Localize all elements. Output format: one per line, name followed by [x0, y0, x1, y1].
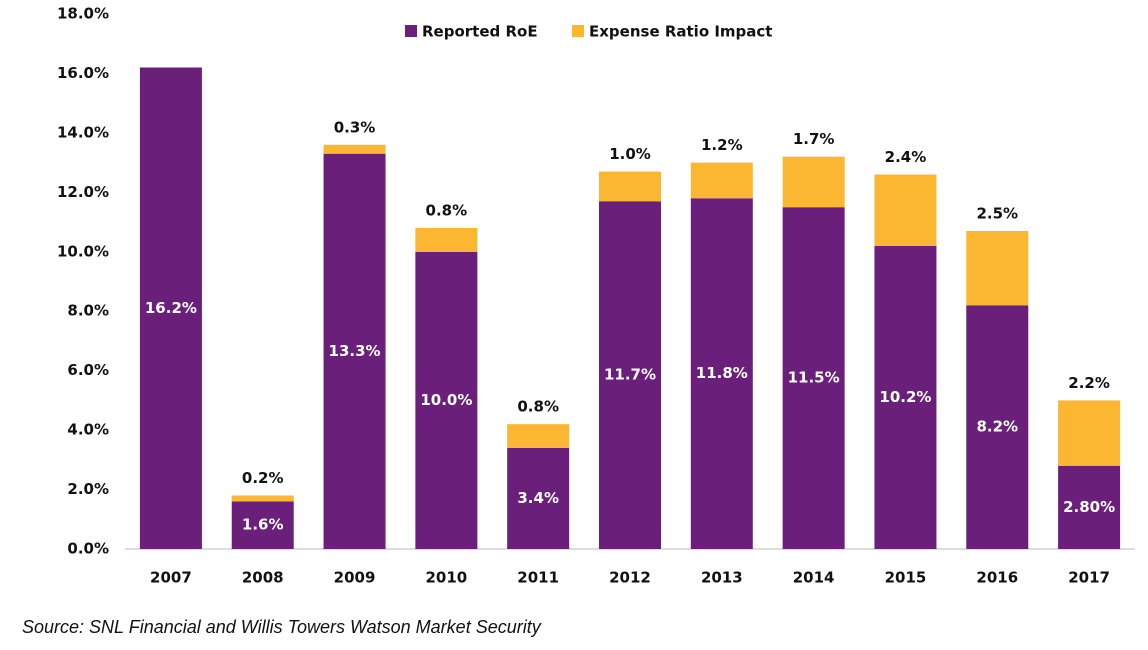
x-tick-label: 2007: [150, 569, 192, 587]
y-tick-label: 4.0%: [67, 421, 109, 439]
y-tick-label: 0.0%: [67, 540, 109, 558]
x-tick-label: 2008: [242, 569, 284, 587]
value-label: 2.5%: [976, 204, 1018, 222]
source-note: Source: SNL Financial and Willis Towers …: [22, 617, 542, 637]
value-label: 13.3%: [329, 342, 381, 360]
value-label: 11.5%: [788, 369, 840, 387]
value-label: 2.2%: [1068, 374, 1110, 392]
bar-segment: [231, 495, 294, 502]
value-label: 11.8%: [696, 364, 748, 382]
bar-segment: [599, 171, 661, 202]
bar-segment: [1058, 400, 1121, 466]
legend-label: Reported RoE: [422, 23, 538, 41]
value-label: 0.8%: [517, 398, 559, 416]
value-label: 0.8%: [426, 202, 468, 220]
value-label: 16.2%: [145, 299, 197, 317]
x-tick-label: 2012: [609, 569, 651, 587]
legend-swatch: [405, 25, 417, 37]
value-label: 1.7%: [793, 130, 835, 148]
bar-segment: [139, 67, 202, 549]
x-tick-label: 2013: [701, 569, 743, 587]
x-tick-label: 2009: [334, 569, 376, 587]
bar-segment: [415, 228, 478, 252]
value-label: 2.80%: [1063, 498, 1115, 516]
x-tick-label: 2014: [793, 569, 835, 587]
bar-segment: [507, 447, 570, 549]
bar-segment: [231, 501, 294, 549]
value-label: 2.4%: [885, 148, 927, 166]
bar-segment: [782, 156, 845, 208]
x-tick-label: 2017: [1068, 569, 1110, 587]
value-label: 8.2%: [976, 418, 1018, 436]
y-tick-label: 6.0%: [67, 361, 109, 379]
value-label: 1.6%: [242, 516, 284, 534]
bar-segment: [874, 245, 937, 550]
legend-label: Expense Ratio Impact: [589, 23, 772, 41]
y-tick-label: 8.0%: [67, 302, 109, 320]
value-label: 3.4%: [517, 489, 559, 507]
x-tick-label: 2011: [517, 569, 559, 587]
bar-segment: [1058, 465, 1121, 549]
y-tick-label: 12.0%: [57, 183, 109, 201]
y-tick-label: 18.0%: [57, 5, 109, 23]
bar-segment: [507, 424, 570, 448]
legend-swatch: [572, 25, 584, 37]
y-tick-label: 14.0%: [57, 123, 109, 141]
value-label: 1.2%: [701, 136, 743, 154]
bar-segment: [966, 230, 1029, 306]
bar-segment: [690, 198, 753, 549]
bar-segment: [690, 162, 753, 199]
bar-segment: [323, 144, 386, 154]
y-tick-label: 16.0%: [57, 64, 109, 82]
y-tick-label: 10.0%: [57, 242, 109, 260]
x-tick-label: 2016: [976, 569, 1018, 587]
bar-segment: [782, 207, 845, 549]
bar-segment: [599, 201, 661, 549]
bar-segment: [874, 174, 937, 246]
value-label: 0.2%: [242, 469, 284, 487]
value-label: 0.3%: [334, 118, 376, 136]
bar-segment: [415, 251, 478, 549]
value-label: 10.2%: [879, 388, 931, 406]
bar-segment: [323, 153, 386, 549]
value-label: 11.7%: [604, 366, 656, 384]
bar-segment: [966, 305, 1029, 549]
value-label: 1.0%: [609, 145, 651, 163]
x-tick-label: 2015: [885, 569, 927, 587]
x-tick-label: 2010: [425, 569, 467, 587]
value-label: 10.0%: [420, 391, 472, 409]
y-tick-label: 2.0%: [67, 480, 109, 498]
